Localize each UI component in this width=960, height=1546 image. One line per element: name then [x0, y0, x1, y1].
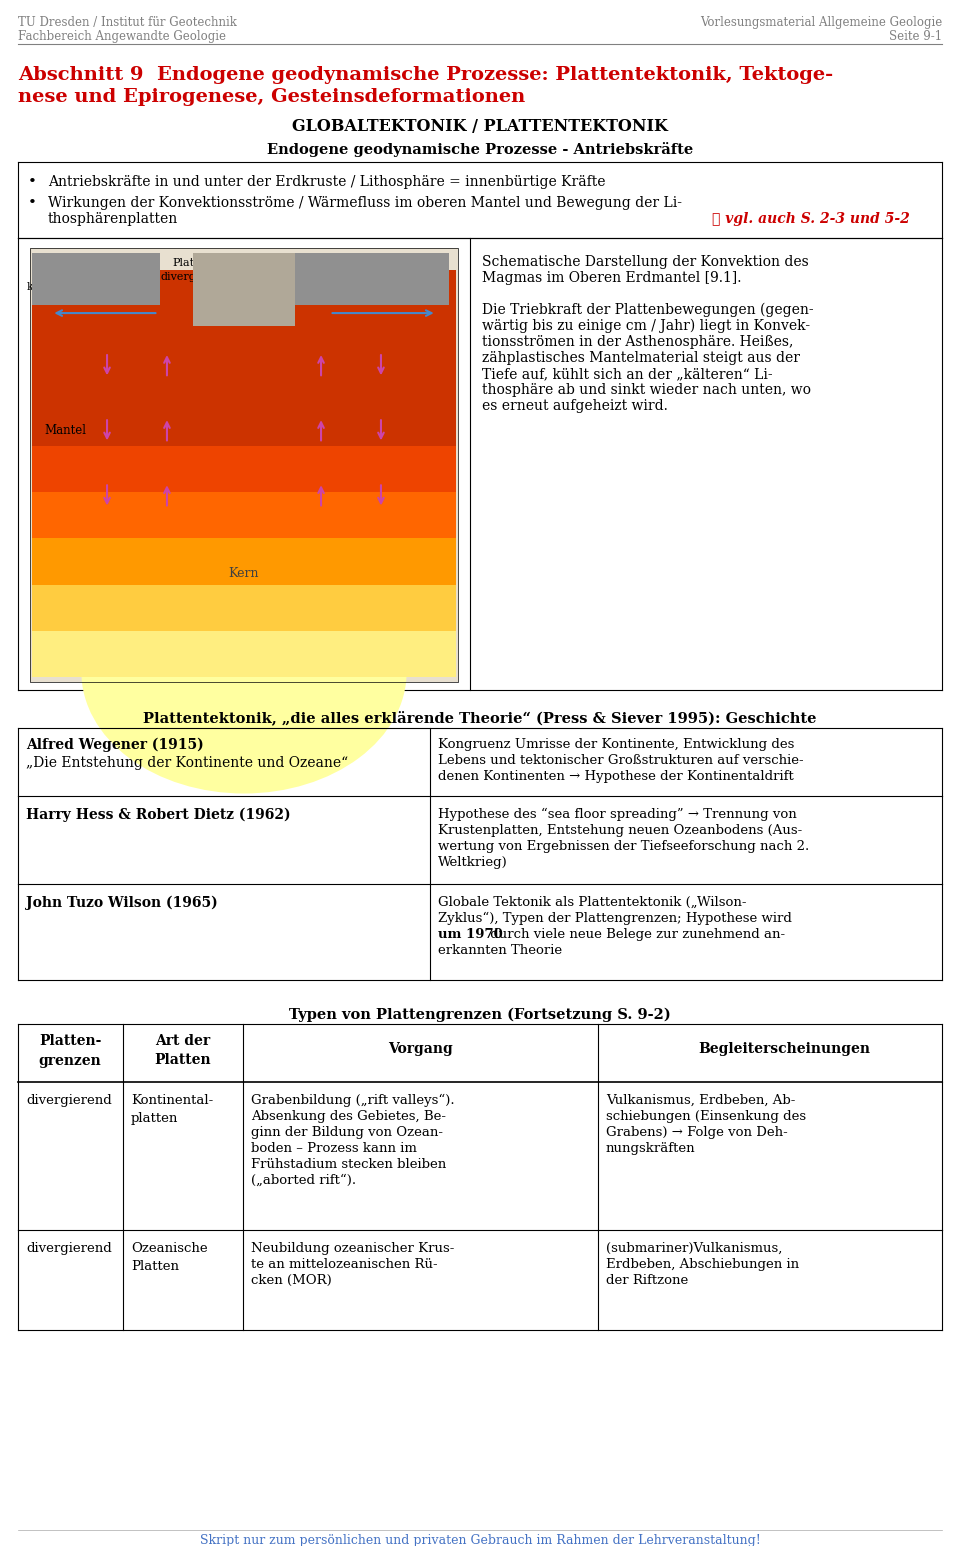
Text: •: •: [28, 175, 36, 189]
Text: GLOBALTEKTONIK / PLATTENTEKTONIK: GLOBALTEKTONIK / PLATTENTEKTONIK: [292, 117, 668, 135]
Text: Krustenplatten, Entstehung neuen Ozeanbodens (Aus-: Krustenplatten, Entstehung neuen Ozeanbo…: [438, 824, 803, 836]
Text: nungskräften: nungskräften: [606, 1142, 696, 1155]
Text: denen Kontinenten → Hypothese der Kontinentaldrift: denen Kontinenten → Hypothese der Kontin…: [438, 770, 794, 782]
Bar: [30, 247, 458, 682]
Bar: [32, 269, 456, 400]
Text: Harry Hess & Robert Dietz (1962): Harry Hess & Robert Dietz (1962): [26, 809, 291, 822]
Text: Art der
Platten: Art der Platten: [155, 1034, 211, 1067]
Text: ☞ vgl. auch S. 2-3 und 5-2: ☞ vgl. auch S. 2-3 und 5-2: [712, 212, 910, 226]
Text: Schematische Darstellung der Konvektion des: Schematische Darstellung der Konvektion …: [482, 255, 808, 269]
Bar: [32, 254, 160, 305]
Bar: [32, 400, 456, 447]
Text: Kontinental-
platten: Kontinental- platten: [131, 1095, 213, 1125]
Text: Vorgang: Vorgang: [388, 1042, 452, 1056]
Bar: [193, 254, 296, 326]
Text: Die Triebkraft der Plattenbewegungen (gegen-: Die Triebkraft der Plattenbewegungen (ge…: [482, 303, 814, 317]
Bar: [32, 584, 456, 631]
Text: Vulkanismus, Erdbeben, Ab-: Vulkanismus, Erdbeben, Ab-: [606, 1095, 796, 1107]
Bar: [287, 254, 449, 305]
Text: („aborted rift“).: („aborted rift“).: [251, 1173, 356, 1187]
Text: schiebungen (Einsenkung des: schiebungen (Einsenkung des: [606, 1110, 806, 1122]
Text: •: •: [28, 196, 36, 210]
Text: Platten-
grenzen: Platten- grenzen: [38, 1034, 102, 1067]
Text: divergierend: divergierend: [26, 1095, 111, 1107]
Bar: [32, 631, 456, 677]
Text: Ozeanische
Platten: Ozeanische Platten: [131, 1241, 207, 1272]
Text: durch viele neue Belege zur zunehmend an-: durch viele neue Belege zur zunehmend an…: [486, 928, 785, 942]
Text: Seite 9-1: Seite 9-1: [889, 29, 942, 43]
Text: Globale Tektonik als Plattentektonik („Wilson-: Globale Tektonik als Plattentektonik („W…: [438, 897, 747, 909]
Text: Typen von Plattengrenzen (Fortsetzung S. 9-2): Typen von Plattengrenzen (Fortsetzung S.…: [289, 1008, 671, 1022]
Text: der Riftzone: der Riftzone: [606, 1274, 688, 1286]
Text: „Die Entstehung der Kontinente und Ozeane“: „Die Entstehung der Kontinente und Ozean…: [26, 756, 348, 770]
Text: konvergieren: konvergieren: [27, 281, 102, 292]
Text: Kontinent: Kontinent: [304, 271, 360, 280]
Text: Abschnitt 9  Endogene geodynamische Prozesse: Plattentektonik, Tektoge-: Abschnitt 9 Endogene geodynamische Proze…: [18, 66, 833, 83]
Text: (submariner)Vulkanismus,: (submariner)Vulkanismus,: [606, 1241, 782, 1255]
Text: tionsströmen in der Asthenosphäre. Heißes,: tionsströmen in der Asthenosphäre. Heiße…: [482, 335, 793, 349]
Text: nese und Epirogenese, Gesteinsdeformationen: nese und Epirogenese, Gesteinsdeformatio…: [18, 88, 525, 107]
Text: Begleiterscheinungen: Begleiterscheinungen: [698, 1042, 870, 1056]
Text: Antriebskräfte in und unter der Erdkruste / Lithosphäre = innenbürtige Kräfte: Antriebskräfte in und unter der Erdkrust…: [48, 175, 606, 189]
Text: te an mittelozeanischen Rü-: te an mittelozeanischen Rü-: [251, 1258, 438, 1271]
Text: es erneut aufgeheizt wird.: es erneut aufgeheizt wird.: [482, 399, 668, 413]
Text: Frühstadium stecken bleiben: Frühstadium stecken bleiben: [251, 1158, 446, 1170]
Text: Tiefe auf, kühlt sich an der „kälteren“ Li-: Tiefe auf, kühlt sich an der „kälteren“ …: [482, 366, 773, 380]
Text: Skript nur zum persönlichen und privaten Gebrauch im Rahmen der Lehrveranstaltun: Skript nur zum persönlichen und privaten…: [200, 1534, 760, 1546]
Text: erkannten Theorie: erkannten Theorie: [438, 945, 563, 957]
Text: Zyklus“), Typen der Plattengrenzen; Hypothese wird: Zyklus“), Typen der Plattengrenzen; Hypo…: [438, 912, 792, 925]
Text: Platten: Platten: [44, 267, 84, 278]
Bar: [32, 447, 456, 492]
Text: Fachbereich Angewandte Geologie: Fachbereich Angewandte Geologie: [18, 29, 226, 43]
Text: Grabens) → Folge von Deh-: Grabens) → Folge von Deh-: [606, 1125, 788, 1139]
Text: boden – Prozess kann im: boden – Prozess kann im: [251, 1142, 417, 1155]
Text: ginn der Bildung von Ozean-: ginn der Bildung von Ozean-: [251, 1125, 443, 1139]
Text: Alfred Wegener (1915): Alfred Wegener (1915): [26, 737, 204, 753]
Text: Magmas im Oberen Erdmantel [9.1].: Magmas im Oberen Erdmantel [9.1].: [482, 271, 741, 284]
Text: Mantel: Mantel: [44, 424, 86, 438]
Text: Lebens und tektonischer Großstrukturen auf verschie-: Lebens und tektonischer Großstrukturen a…: [438, 754, 804, 767]
Text: Platten: Platten: [173, 258, 213, 267]
Bar: [32, 538, 456, 584]
Text: Vorlesungsmaterial Allgemeine Geologie: Vorlesungsmaterial Allgemeine Geologie: [700, 15, 942, 29]
Text: Kern: Kern: [228, 567, 259, 580]
Text: thosphäre ab und sinkt wieder nach unten, wo: thosphäre ab und sinkt wieder nach unten…: [482, 383, 811, 397]
Ellipse shape: [82, 550, 407, 793]
Text: Grabenbildung („rift valleys“).: Grabenbildung („rift valleys“).: [251, 1095, 455, 1107]
Text: Wirkungen der Konvektionsströme / Wärmefluss im oberen Mantel und Bewegung der L: Wirkungen der Konvektionsströme / Wärmef…: [48, 196, 682, 210]
Text: Kongruenz Umrisse der Kontinente, Entwicklung des: Kongruenz Umrisse der Kontinente, Entwic…: [438, 737, 794, 751]
Text: thosphärenplatten: thosphärenplatten: [48, 212, 179, 226]
Text: divergierend: divergierend: [26, 1241, 111, 1255]
Text: cken (MOR): cken (MOR): [251, 1274, 332, 1286]
Bar: [32, 492, 456, 538]
Text: zähplastisches Mantelmaterial steigt aus der: zähplastisches Mantelmaterial steigt aus…: [482, 351, 800, 365]
Text: Erdbeben, Abschiebungen in: Erdbeben, Abschiebungen in: [606, 1258, 799, 1271]
Text: Plattentektonik, „die alles erklärende Theorie“ (Press & Siever 1995): Geschicht: Plattentektonik, „die alles erklärende T…: [143, 710, 817, 725]
Text: Endogene geodynamische Prozesse - Antriebskräfte: Endogene geodynamische Prozesse - Antrie…: [267, 142, 693, 158]
Text: um 1970: um 1970: [438, 928, 503, 942]
Text: Absenkung des Gebietes, Be-: Absenkung des Gebietes, Be-: [251, 1110, 446, 1122]
Text: TU Dresden / Institut für Geotechnik: TU Dresden / Institut für Geotechnik: [18, 15, 237, 29]
Text: wärtig bis zu einige cm / Jahr) liegt in Konvek-: wärtig bis zu einige cm / Jahr) liegt in…: [482, 318, 810, 334]
Bar: [30, 247, 458, 682]
Text: Hypothese des “sea floor spreading” → Trennung von: Hypothese des “sea floor spreading” → Tr…: [438, 809, 797, 821]
Text: divergieren: divergieren: [160, 272, 226, 281]
Text: wertung von Ergebnissen der Tiefseeforschung nach 2.: wertung von Ergebnissen der Tiefseeforsc…: [438, 839, 809, 853]
Text: Weltkrieg): Weltkrieg): [438, 856, 508, 869]
Text: John Tuzo Wilson (1965): John Tuzo Wilson (1965): [26, 897, 218, 911]
Text: Neubildung ozeanischer Krus-: Neubildung ozeanischer Krus-: [251, 1241, 454, 1255]
